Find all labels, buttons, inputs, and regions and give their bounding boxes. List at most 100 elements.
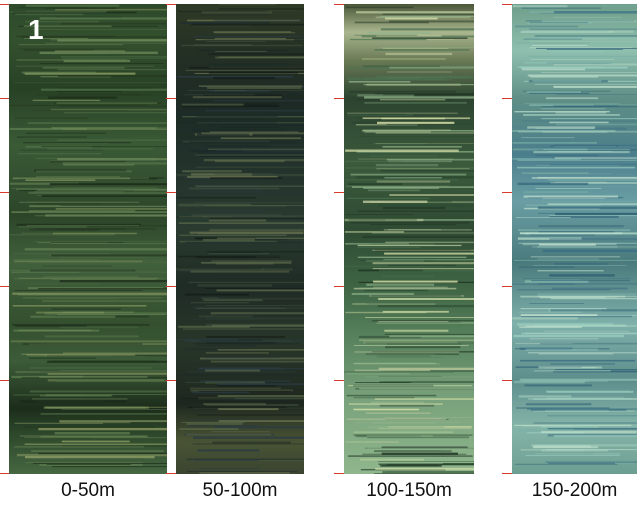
strata-streak [535,453,621,455]
strata-streak [350,222,469,224]
strata-streak [349,113,406,115]
strata-streak [534,83,637,85]
strata-streak [555,123,637,126]
strata-streak [350,173,467,176]
strata-streak [15,324,87,327]
strata-streak [192,96,282,99]
strata-streak [376,355,431,357]
strata-streak [216,314,304,316]
strata-streak [214,31,296,34]
strata-streak [357,94,415,97]
strata-streak [359,339,474,342]
strata-streak [39,394,113,397]
strata-streak [35,311,105,314]
strata-streak [217,383,304,385]
strata-streak [220,127,280,128]
strata-streak [19,270,161,272]
strata-streak [18,44,123,46]
strata-streak [188,419,268,420]
strata-streak [512,129,616,132]
strata-streak [205,305,304,306]
strata-streak [388,100,445,103]
strata-streak [189,387,281,389]
strata-streak [15,65,154,67]
strata-streak [345,166,474,169]
strata-streak [50,160,126,163]
strata-streak [384,252,474,255]
strata-streak [540,342,637,345]
strata-streak [527,352,637,354]
strata-streak [529,104,594,106]
core-strata-image [9,4,167,474]
strata-streak [176,196,257,199]
strata-streak [26,354,136,356]
strata-streak [59,105,167,108]
strata-streak [357,256,467,258]
strata-streak [201,86,304,88]
strata-streak [199,472,290,474]
strata-streak [210,360,304,363]
strata-streak [358,136,474,137]
strata-streak [209,229,304,232]
strata-streak [555,369,637,370]
strata-streak [186,422,243,425]
strata-streak [380,28,474,31]
strata-streak [374,49,470,51]
strata-streak [193,343,275,344]
strata-streak [208,123,304,126]
strata-streak [44,335,139,338]
strata-streak [382,471,474,474]
strata-streak [37,288,167,290]
strata-streak [13,11,137,14]
strata-streak [196,120,269,122]
strata-streak [547,462,615,464]
strata-streak [543,149,630,150]
strata-streak [57,158,167,161]
strata-streak [39,63,164,64]
strata-streak [24,426,155,428]
strata-streak [555,212,637,216]
strata-streak [344,370,455,373]
strata-streak [519,347,573,350]
strata-streak [523,191,589,193]
strata-streak [178,10,268,13]
strata-streak [525,325,637,327]
strata-streak [528,398,633,400]
strata-streak [387,71,452,73]
strata-streak [197,345,256,347]
strata-streak [47,407,121,409]
strata-streak [520,308,607,310]
strata-streak [61,57,167,59]
strata-streak [190,389,293,392]
strata-streak [205,317,304,320]
strata-streak [539,243,596,246]
strata-streak [373,280,458,283]
strata-streak [366,435,433,437]
strata-streak [548,203,637,206]
strata-streak [38,452,167,455]
strata-streak [35,157,156,159]
strata-streak [30,315,116,318]
strata-streak [214,19,304,22]
strata-streak [18,225,88,228]
strata-streak [34,191,124,193]
strata-streak [215,103,277,105]
strata-streak [521,315,632,318]
strata-streak [218,420,304,422]
strata-streak [519,266,575,268]
strata-streak [58,93,142,96]
strata-streak [555,111,606,114]
strata-streak [55,208,167,210]
strata-streak [52,232,137,235]
strata-streak [25,456,155,459]
strata-streak [196,343,300,345]
strata-streak [551,51,605,53]
strata-streak [46,464,131,465]
strata-streak [355,382,411,383]
strata-streak [517,323,613,325]
strata-streak [206,215,299,217]
strata-streak [537,246,618,248]
strata-streak [375,143,474,144]
strata-streak [41,194,167,197]
strata-streak [210,312,304,315]
